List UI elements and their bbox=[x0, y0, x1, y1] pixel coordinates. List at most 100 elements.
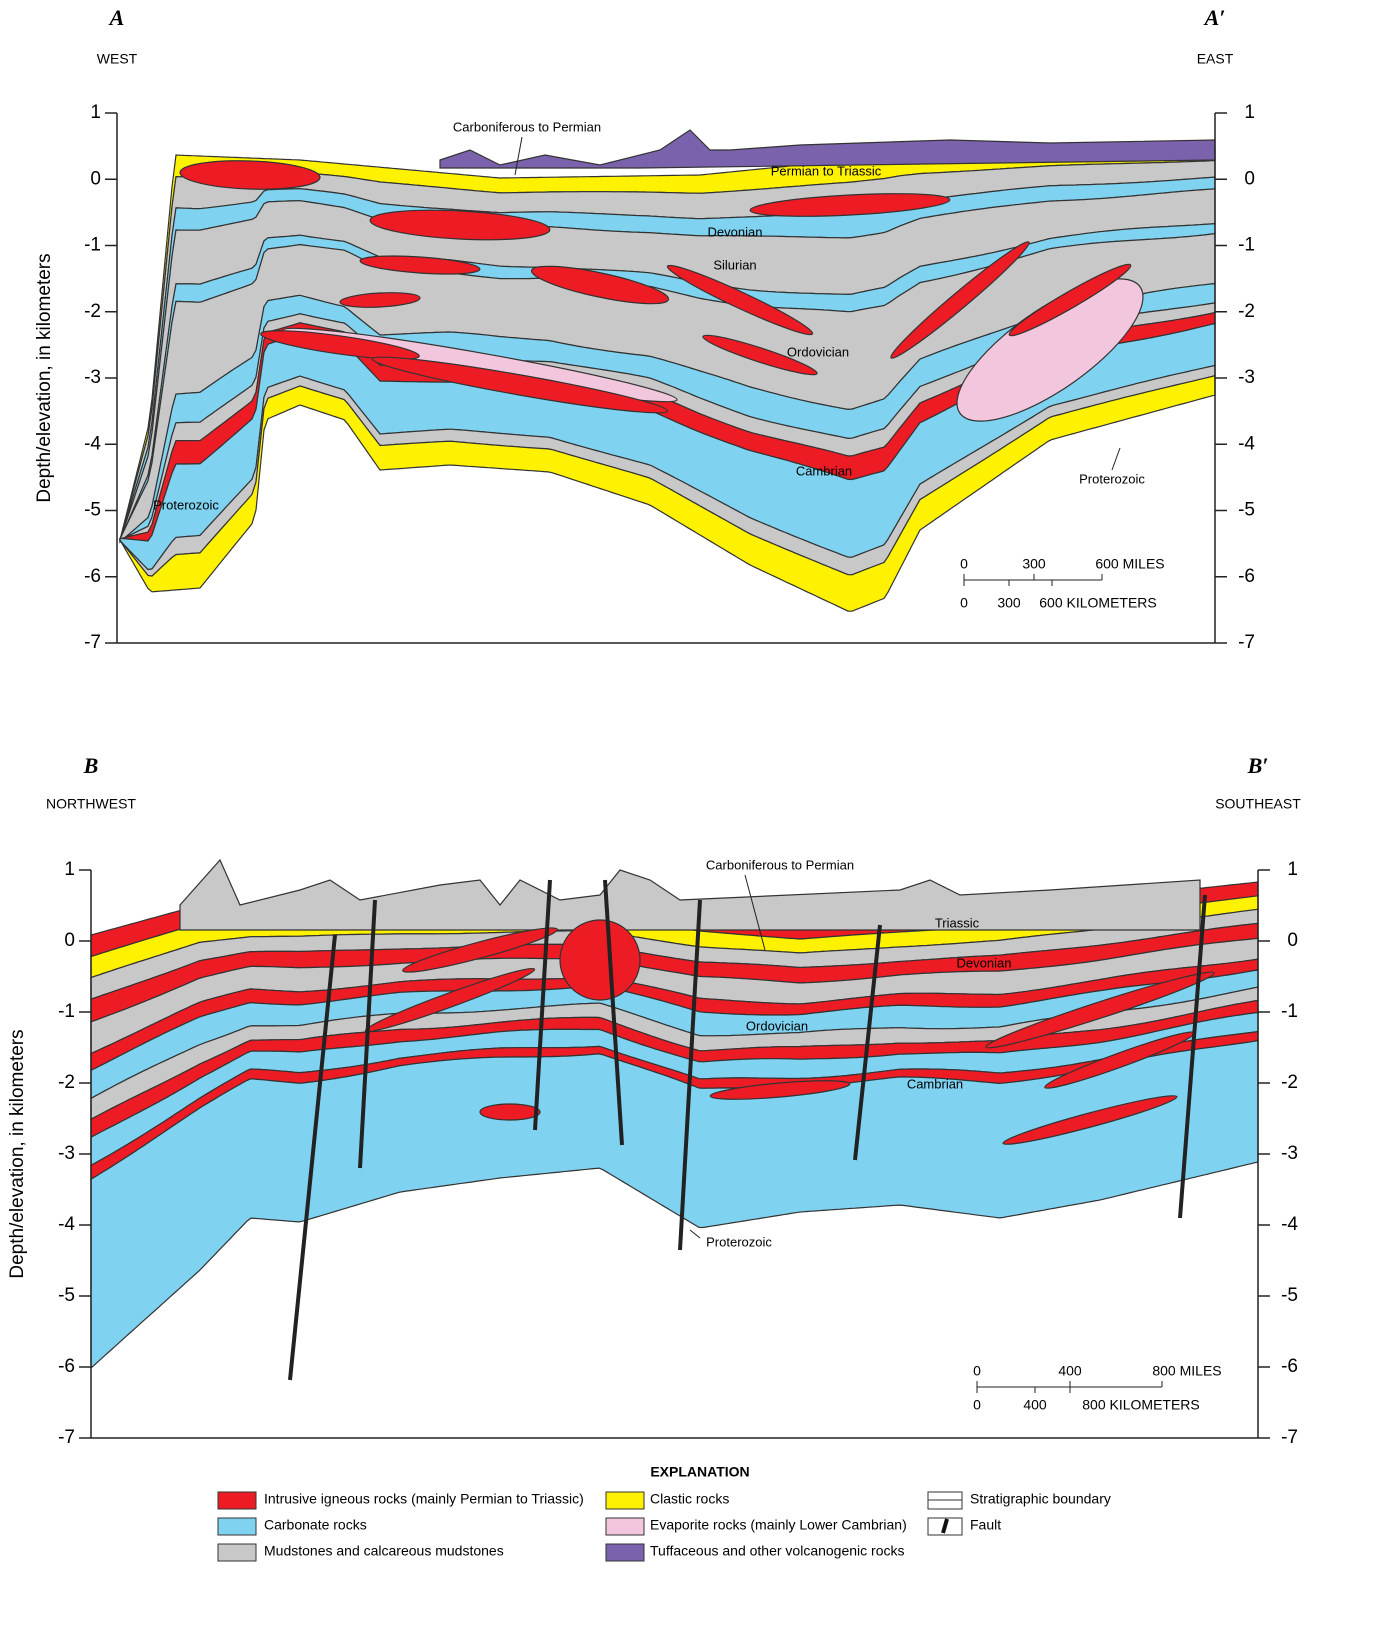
formation-label: Triassic bbox=[935, 915, 980, 930]
formation-label: Carboniferous to Permian bbox=[453, 119, 601, 134]
tick-label: -6 bbox=[58, 1356, 75, 1377]
scale-label: 0 bbox=[973, 1363, 981, 1379]
rock-lens bbox=[359, 255, 481, 275]
tick-label: 1 bbox=[1287, 859, 1298, 880]
rock-lens bbox=[369, 209, 551, 241]
tick-label: -1 bbox=[1281, 1001, 1298, 1022]
tick-label: -3 bbox=[58, 1143, 75, 1164]
tick-label: -5 bbox=[84, 500, 101, 521]
legend-swatch bbox=[217, 1517, 257, 1536]
formation-label: Silurian bbox=[713, 257, 756, 272]
legend-swatch bbox=[217, 1543, 257, 1562]
direction-end: EAST bbox=[1197, 51, 1234, 67]
section-label-start: A bbox=[108, 5, 125, 30]
rock-lens bbox=[666, 264, 814, 336]
tick-label: -2 bbox=[1238, 301, 1255, 322]
fault bbox=[1178, 894, 1207, 1219]
legend-swatch bbox=[605, 1517, 645, 1536]
scale-label: 600 MILES bbox=[1095, 556, 1164, 572]
formation-label: Ordovician bbox=[787, 344, 849, 359]
formation-label: Ordovician bbox=[746, 1018, 808, 1033]
rock-layer bbox=[90, 1039, 1259, 1370]
tick-label: -5 bbox=[1281, 1285, 1298, 1306]
tick-label: -4 bbox=[58, 1214, 75, 1235]
leader-line bbox=[514, 136, 523, 176]
rock-lens bbox=[402, 927, 558, 973]
cross-section bbox=[119, 129, 1216, 612]
tick-label: -6 bbox=[1238, 566, 1255, 587]
tick-label: -2 bbox=[1281, 1072, 1298, 1093]
leader-line bbox=[689, 1229, 701, 1239]
rock-lens bbox=[530, 265, 670, 305]
scale-label: 400 bbox=[1023, 1397, 1047, 1413]
scale-label: 0 bbox=[960, 556, 968, 572]
tick-label: -4 bbox=[1281, 1214, 1298, 1235]
legend-symbol bbox=[941, 1518, 949, 1534]
tick-label: -3 bbox=[1238, 367, 1255, 388]
tick-label: -1 bbox=[1238, 235, 1255, 256]
formation-label: Devonian bbox=[957, 955, 1012, 970]
tick-label: 1 bbox=[64, 859, 75, 880]
legend-swatch bbox=[605, 1491, 645, 1510]
tick-label: -4 bbox=[84, 433, 101, 454]
formation-label: Cambrian bbox=[796, 463, 852, 478]
tick-label: 0 bbox=[1287, 930, 1298, 951]
tick-label: -6 bbox=[84, 566, 101, 587]
tick-label: -2 bbox=[84, 301, 101, 322]
section-label-start: B bbox=[83, 753, 99, 778]
rock-lens bbox=[364, 967, 536, 1033]
legend-label: Clastic rocks bbox=[650, 1491, 729, 1507]
tick-label: -7 bbox=[1281, 1427, 1298, 1448]
formation-label: Proterozoic bbox=[153, 497, 219, 512]
rock-lens bbox=[479, 1103, 541, 1121]
rock-lens bbox=[985, 971, 1215, 1049]
surface-rocks bbox=[179, 858, 1201, 931]
tick-label: -7 bbox=[58, 1427, 75, 1448]
tick-label: 0 bbox=[90, 168, 101, 189]
formation-label: Carboniferous to Permian bbox=[706, 857, 854, 872]
legend-swatch bbox=[217, 1491, 257, 1510]
rock-lens bbox=[260, 330, 420, 360]
scale-label: 0 bbox=[960, 595, 968, 611]
legend-label: Stratigraphic boundary bbox=[970, 1491, 1111, 1507]
scale-label: 400 bbox=[1058, 1363, 1082, 1379]
scale-label: 800 KILOMETERS bbox=[1082, 1397, 1200, 1413]
fault bbox=[288, 934, 337, 1381]
rock-lens bbox=[179, 160, 321, 190]
formation-label: Permian to Triassic bbox=[771, 163, 882, 178]
direction-start: WEST bbox=[97, 51, 138, 67]
section-label-end: A′ bbox=[1203, 5, 1226, 30]
rock-lens bbox=[749, 193, 951, 217]
tick-label: -7 bbox=[1238, 632, 1255, 653]
tick-label: -4 bbox=[1238, 433, 1255, 454]
rock-lens bbox=[1002, 1095, 1178, 1145]
legend-label: Tuffaceous and other volcanogenic rocks bbox=[650, 1543, 905, 1559]
legend-label: Fault bbox=[970, 1517, 1001, 1533]
tick-label: -2 bbox=[58, 1072, 75, 1093]
tick-label: 0 bbox=[64, 930, 75, 951]
scale-label: 800 MILES bbox=[1152, 1363, 1221, 1379]
tick-label: -3 bbox=[1281, 1143, 1298, 1164]
scale-label: 300 bbox=[997, 595, 1021, 611]
legend-title: EXPLANATION bbox=[650, 1464, 749, 1480]
scale-label: 0 bbox=[973, 1397, 981, 1413]
fault bbox=[853, 924, 882, 1161]
tick-label: -5 bbox=[1238, 500, 1255, 521]
tick-label: 0 bbox=[1244, 168, 1255, 189]
tick-label: -6 bbox=[1281, 1356, 1298, 1377]
tick-label: -3 bbox=[84, 367, 101, 388]
scale-label: 600 KILOMETERS bbox=[1039, 595, 1157, 611]
direction-end: SOUTHEAST bbox=[1215, 796, 1301, 812]
legend-label: Mudstones and calcareous mudstones bbox=[264, 1543, 504, 1559]
tick-label: 1 bbox=[1244, 102, 1255, 123]
surface-rocks bbox=[439, 129, 1216, 169]
tick-label: -1 bbox=[84, 235, 101, 256]
legend-label: Evaporite rocks (mainly Lower Cambrian) bbox=[650, 1517, 907, 1533]
formation-label: Proterozoic bbox=[706, 1234, 772, 1249]
fault bbox=[358, 899, 377, 1169]
formation-label: Proterozoic bbox=[1079, 471, 1145, 486]
rock-lens bbox=[559, 919, 641, 1001]
rock-lens bbox=[702, 334, 818, 376]
legend-swatch bbox=[605, 1543, 645, 1562]
